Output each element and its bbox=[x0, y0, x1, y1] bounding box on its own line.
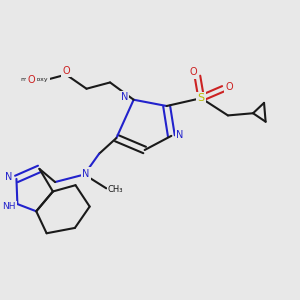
Text: N: N bbox=[82, 169, 90, 178]
Text: CH₃: CH₃ bbox=[108, 185, 124, 194]
Text: O: O bbox=[28, 75, 35, 85]
Text: S: S bbox=[198, 93, 205, 103]
Text: O: O bbox=[190, 68, 197, 77]
Text: N: N bbox=[5, 172, 12, 182]
Text: N: N bbox=[176, 130, 184, 140]
Text: O: O bbox=[225, 82, 233, 92]
Text: O: O bbox=[62, 66, 70, 76]
Text: methoxy: methoxy bbox=[21, 77, 49, 82]
Text: N: N bbox=[121, 92, 128, 102]
Text: NH: NH bbox=[2, 202, 15, 211]
